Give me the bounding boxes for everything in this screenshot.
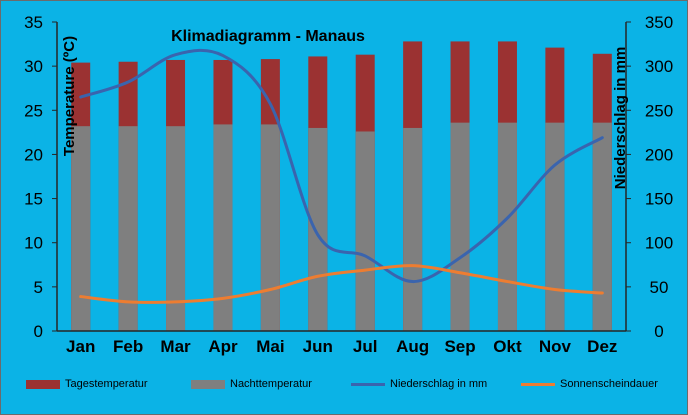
- x-tick-label-apr: Apr: [208, 337, 238, 356]
- bar-nachttemperatur-mai: [260, 124, 280, 331]
- bar-nachttemperatur-aug: [403, 127, 423, 331]
- legend-item-niederschlag: Niederschlag in mm: [351, 376, 487, 392]
- bar-nachttemperatur-jan: [71, 126, 91, 331]
- lines-layer: [79, 48, 604, 304]
- y-left-tick-label: 20: [24, 145, 43, 164]
- line-sonnenscheindauer: [79, 264, 604, 304]
- bar-nachttemperatur-nov: [545, 122, 565, 331]
- legend-swatch-sonnenscheindauer: [521, 382, 555, 386]
- y-right-tick-label: 350: [645, 13, 673, 32]
- y-right-tick-label: 0: [654, 322, 663, 341]
- legend-label-niederschlag: Niederschlag in mm: [390, 378, 488, 390]
- y-right-tick-label: 100: [645, 234, 673, 253]
- line-niederschlag: [79, 48, 604, 284]
- y-right-tick-label: 50: [650, 278, 669, 297]
- legend-label-sonnenscheindauer: Sonnenscheindauer: [560, 378, 658, 390]
- y-right-tick-label: 300: [645, 57, 673, 76]
- legend-swatch-nachttemperatur: [191, 379, 225, 389]
- legend-label-nachttemperatur: Nachttemperatur: [230, 378, 312, 390]
- y-axis-right-title: Niederschlag in mm: [612, 47, 629, 190]
- y-left-tick-label: 30: [24, 57, 43, 76]
- y-left-tick-label: 10: [24, 234, 43, 253]
- x-tick-label-aug: Aug: [396, 337, 429, 356]
- bar-nachttemperatur-jul: [355, 131, 375, 331]
- bar-nachttemperatur-okt: [497, 122, 517, 331]
- bar-nachttemperatur-dez: [592, 122, 612, 331]
- x-tick-label-sep: Sep: [444, 337, 475, 356]
- x-tick-label-mar: Mar: [160, 337, 191, 356]
- x-tick-label-jul: Jul: [353, 337, 378, 356]
- legend-item-sonnenscheindauer: Sonnenscheindauer: [521, 376, 658, 392]
- x-tick-label-jan: Jan: [66, 337, 95, 356]
- y-right-tick-label: 200: [645, 145, 673, 164]
- x-tick-label-mai: Mai: [256, 337, 284, 356]
- y-left-tick-label: 5: [34, 278, 43, 297]
- y-right-tick-label: 150: [645, 190, 673, 209]
- x-tick-label-feb: Feb: [113, 337, 143, 356]
- y-right-tick-label: 250: [645, 101, 673, 120]
- bar-nachttemperatur-jun: [308, 127, 328, 331]
- x-tick-label-dez: Dez: [587, 337, 617, 356]
- bar-nachttemperatur-mar: [166, 126, 186, 331]
- y-left-tick-label: 25: [24, 101, 43, 120]
- legend-item-tagestemperatur: Tagestemperatur: [26, 376, 148, 392]
- x-tick-label-okt: Okt: [493, 337, 522, 356]
- chart-title: Klimadiagramm - Manaus: [171, 28, 365, 45]
- legend: Tagestemperatur Nachttemperatur Niedersc…: [0, 372, 688, 396]
- x-tick-label-jun: Jun: [303, 337, 333, 356]
- bar-nachttemperatur-sep: [450, 122, 470, 331]
- legend-label-tagestemperatur: Tagestemperatur: [65, 378, 148, 390]
- legend-item-nachttemperatur: Nachttemperatur: [191, 376, 312, 392]
- legend-swatch-niederschlag: [351, 382, 385, 386]
- x-tick-label-nov: Nov: [539, 337, 572, 356]
- y-axis-left-title: Temperature (ºC): [61, 36, 78, 156]
- y-left-tick-label: 0: [34, 322, 43, 341]
- y-left-tick-label: 15: [24, 190, 43, 209]
- bar-nachttemperatur-feb: [118, 126, 138, 331]
- bars-layer: [71, 41, 612, 332]
- bar-nachttemperatur-apr: [213, 124, 233, 331]
- legend-swatch-tagestemperatur: [26, 379, 60, 389]
- y-left-tick-label: 35: [24, 13, 43, 32]
